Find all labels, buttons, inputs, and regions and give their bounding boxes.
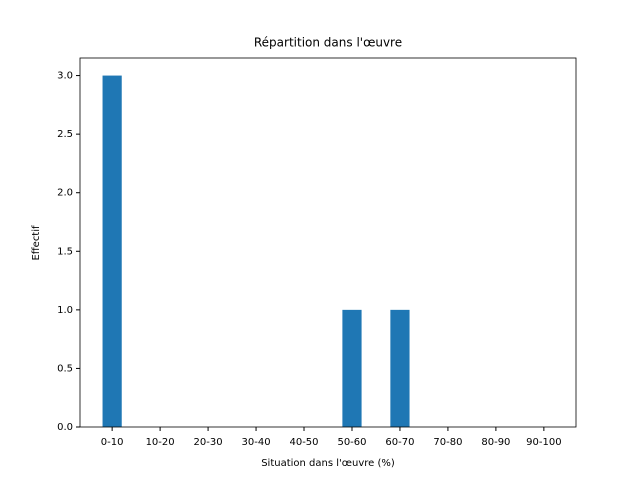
y-tick-label: 0.0 [57,422,73,433]
x-tick-label: 70-80 [433,437,462,448]
y-tick-label: 0.5 [57,363,73,374]
x-tick-label: 50-60 [337,437,366,448]
x-tick-label: 20-30 [194,437,223,448]
x-tick-label: 40-50 [289,437,318,448]
y-tick-label: 2.0 [57,188,73,199]
x-tick-label: 90-100 [526,437,561,448]
bar [102,75,122,428]
y-tick-label: 1.0 [57,305,73,316]
x-axis-label: Situation dans l'œuvre (%) [261,458,395,469]
plot-frame [79,57,577,428]
bar [342,309,362,427]
bar [390,309,410,427]
x-tick-label: 10-20 [146,437,175,448]
x-tick-label: 30-40 [242,437,271,448]
x-tick-label: 60-70 [385,437,414,448]
y-tick-label: 2.5 [57,129,73,140]
y-tick-label: 1.5 [57,246,73,257]
chart-title: Répartition dans l'œuvre [254,36,402,50]
x-tick-label: 80-90 [481,437,510,448]
x-tick-label: 0-10 [101,437,124,448]
y-tick-label: 3.0 [57,71,73,82]
y-axis-label: Effectif [31,225,42,261]
